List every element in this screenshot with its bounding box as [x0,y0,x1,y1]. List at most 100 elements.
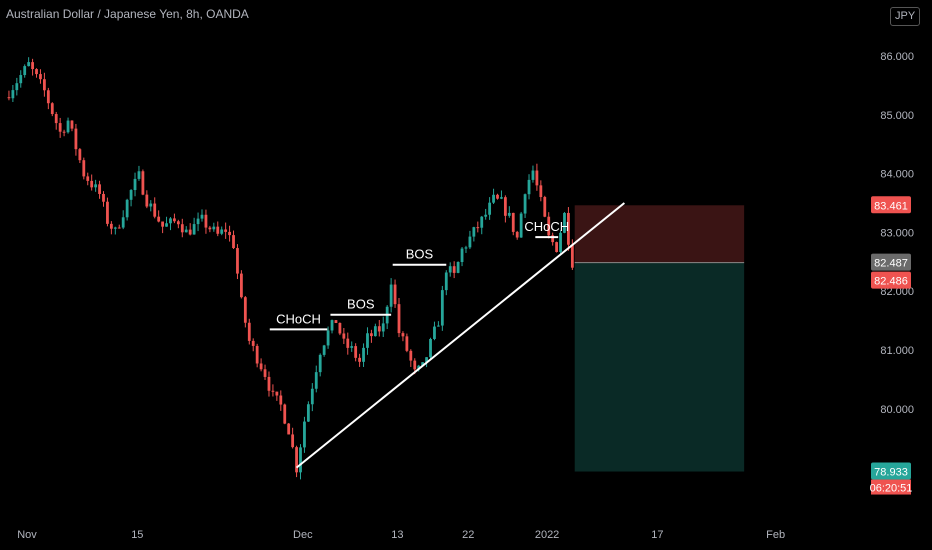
candle-body [354,346,358,358]
candle-body [397,304,401,334]
candle-body [472,227,476,237]
candle-body [401,333,405,337]
candle-body [251,340,255,346]
candle-body [559,232,562,252]
candle-body [125,199,129,218]
candle-body [362,347,365,362]
candle-body [346,338,350,348]
candle-body [500,197,503,199]
candle-body [519,213,523,238]
x-tick-label: 17 [651,529,663,541]
x-tick-label: 13 [391,529,403,541]
candle-body [11,90,15,99]
bos-level-2-label: BOS [406,247,434,262]
candle-body [224,229,228,232]
candle-body [295,447,298,473]
candle-body [247,322,251,341]
candle-body [200,214,204,219]
candle-body [417,365,421,370]
price-label-box [871,271,911,289]
candle-body [527,179,531,195]
candle-body [145,194,149,207]
candle-body [496,194,499,199]
candle-body [180,224,184,233]
candle-body [70,120,74,129]
candle-body [255,345,259,364]
candle-body [82,160,86,177]
candle-body [448,266,452,273]
time-axis[interactable]: Nov 15 Dec 13 22 2022 17 Feb [17,529,785,541]
candle-body [531,170,535,180]
candle-body [413,360,417,370]
candle-body [570,244,574,268]
stop-loss-zone [574,205,745,263]
candle-body [358,357,361,362]
x-tick-label: Dec [293,529,313,541]
candle-body [342,333,346,339]
candle-body [113,227,117,229]
countdown-box [871,479,911,495]
candle-body [291,434,295,448]
candle-body [133,178,137,191]
candle-body [216,226,220,234]
candle-body [243,297,247,323]
candle-body [15,83,19,91]
candle-body [405,336,409,351]
candle-body [109,223,113,229]
candle-body [184,229,188,233]
candle-body [46,90,50,104]
candle-body [507,212,511,216]
candle-body [421,362,425,366]
candle-body [440,290,444,326]
candle-body [437,325,440,327]
candle-body [547,216,551,236]
candle-body [393,284,397,305]
symbol-title[interactable]: Australian Dollar / Japanese Yen, 8h, OA… [6,7,249,21]
candle-body [117,227,121,229]
candle-body [271,390,275,392]
candle-body [433,326,436,339]
candle-body [129,190,133,200]
candle-body [503,197,507,216]
candle-body [58,123,62,132]
candle-body [338,323,342,334]
candle-body [523,194,527,214]
candle-body [220,229,224,234]
candle-body [176,221,180,225]
candle-body [567,212,570,245]
candle-body [326,330,330,346]
candle-body [429,338,432,358]
y-tick-label: 82.000 [880,286,914,298]
candle-body [318,354,322,373]
candle-body [50,103,54,115]
candle-body [543,197,547,217]
x-tick-label: 2022 [535,529,559,541]
candle-body [141,171,145,195]
candle-body [322,345,326,355]
drawings: CHoCH BOS BOS CHoCH [269,202,625,469]
candle-body [90,180,94,188]
candle-body [488,202,492,215]
price-axis[interactable]: 86.000 85.000 84.000 83.000 82.000 81.000 80.0… [880,51,914,416]
candle-body [409,350,413,361]
candle-body [492,194,495,203]
candle-body [19,75,23,84]
candle-body [232,235,235,249]
candle-body [259,363,263,370]
currency-badge[interactable]: JPY [890,7,921,26]
candle-body [165,223,168,227]
price-label-box [871,253,911,271]
candle-body [515,231,519,238]
candle-body [370,333,373,337]
candle-body [94,184,98,188]
candles [7,57,574,480]
candle-body [62,131,66,133]
candle-body [106,201,109,224]
candle-body [314,372,318,389]
candle-body [334,320,338,324]
choch-level-0-label: CHoCH [276,311,321,326]
y-tick-label: 86.000 [880,51,914,63]
y-tick-label: 84.000 [880,169,914,181]
candle-body [39,74,42,80]
